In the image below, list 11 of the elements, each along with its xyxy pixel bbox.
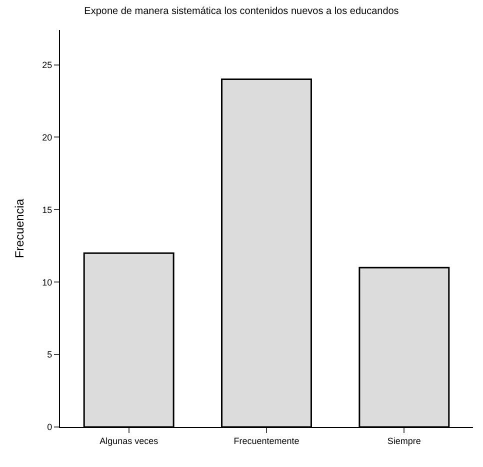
x-tick-label: Frecuentemente xyxy=(234,436,300,446)
y-tick-label: 25 xyxy=(42,60,52,70)
y-tick-label: 20 xyxy=(42,132,52,142)
y-tick-label: 0 xyxy=(47,422,52,432)
y-axis-title: Frecuencia xyxy=(12,198,26,258)
chart-title: Expone de manera sistemática los contenidos nuevos a los educandos xyxy=(84,6,399,18)
y-tick-label: 5 xyxy=(47,350,52,360)
y-tick-label: 10 xyxy=(42,277,52,288)
y-tick-label: 15 xyxy=(42,204,52,215)
x-tick-label: Siempre xyxy=(387,436,421,446)
x-tick-label: Algunas veces xyxy=(100,436,159,446)
